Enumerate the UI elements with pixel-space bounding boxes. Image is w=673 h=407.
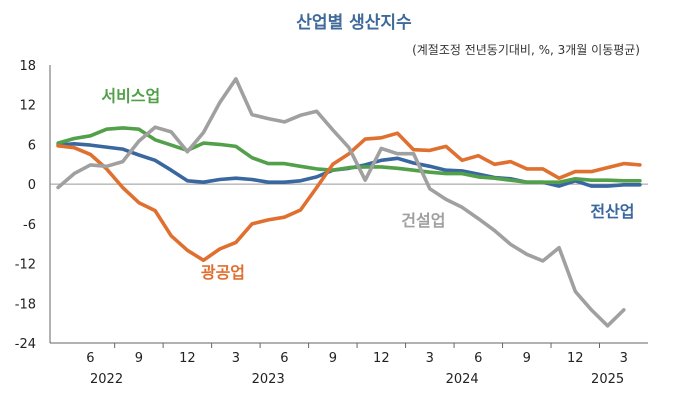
x-year-label: 2025 bbox=[591, 372, 624, 387]
x-year-label: 2022 bbox=[90, 372, 123, 387]
series-line bbox=[56, 77, 626, 328]
y-tick-label: 0 bbox=[28, 178, 36, 193]
series-label: 서비스업 bbox=[101, 86, 160, 105]
chart-subtitle: (계절조정 전년동기대비, %, 3개월 이동평균) bbox=[412, 43, 640, 57]
chart-title: 산업별 생산지수 bbox=[296, 13, 412, 33]
x-tick-label: 9 bbox=[523, 351, 531, 366]
x-tick-label: 3 bbox=[426, 351, 434, 366]
x-tick-label: 9 bbox=[329, 351, 337, 366]
x-tick-label: 12 bbox=[567, 351, 584, 366]
x-tick-label: 6 bbox=[280, 351, 288, 366]
x-tick-label: 6 bbox=[86, 351, 94, 366]
x-year-label: 2023 bbox=[252, 372, 285, 387]
x-tick-label: 9 bbox=[135, 351, 143, 366]
y-tick-label: -6 bbox=[23, 218, 36, 233]
y-tick-label: -24 bbox=[15, 337, 36, 352]
x-year-label: 2024 bbox=[446, 372, 479, 387]
y-tick-label: 12 bbox=[19, 99, 36, 114]
y-tick-label: 18 bbox=[19, 59, 36, 74]
x-tick-label: 3 bbox=[232, 351, 240, 366]
y-tick-label: -18 bbox=[15, 297, 36, 312]
y-tick-label: -12 bbox=[15, 258, 36, 273]
series-line bbox=[56, 131, 642, 263]
x-tick-label: 6 bbox=[474, 351, 482, 366]
axes: 18 12 6 0 -6 -12 -18 -24 6 9 12 3 6 9 12 3 6 9 12 3 2022 2023… bbox=[15, 59, 648, 387]
y-tick-label: 6 bbox=[28, 138, 36, 153]
series-label: 광공업 bbox=[201, 263, 245, 282]
series-lines bbox=[56, 77, 642, 328]
x-tick-label: 12 bbox=[179, 351, 196, 366]
x-tick-label: 12 bbox=[373, 351, 390, 366]
series-label: 전산업 bbox=[590, 202, 634, 221]
series-label: 건설업 bbox=[401, 211, 445, 230]
series-line bbox=[56, 126, 642, 184]
x-tick-label: 3 bbox=[620, 351, 628, 366]
